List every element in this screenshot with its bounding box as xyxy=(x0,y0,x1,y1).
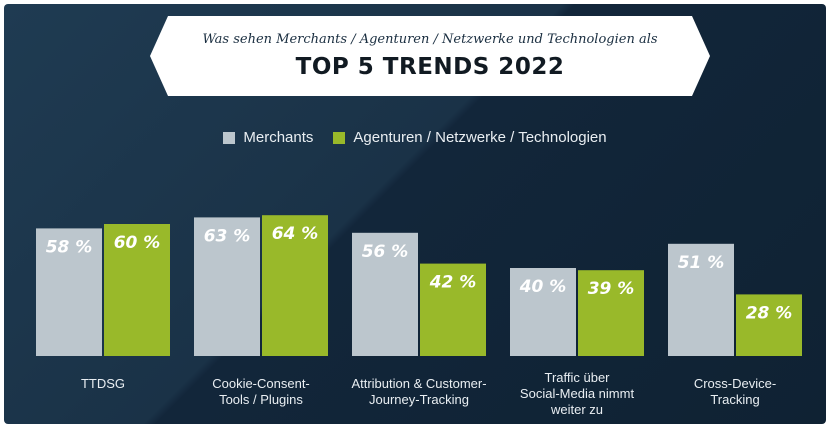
legend: Merchants Agenturen / Netzwerke / Techno… xyxy=(4,129,826,146)
bar-merchants-3 xyxy=(510,268,576,356)
legend-item-merchants: Merchants xyxy=(223,129,313,146)
bar-chart: 58 % 60 % 63 % 64 % 56 % 42 % 40 % 39 % 51 % 28 % xyxy=(36,215,802,356)
bar-merchants-1 xyxy=(194,217,260,356)
bar-agencies-4 xyxy=(736,294,802,356)
category-label-3: Traffic über Social-Media nimmt weiter zu xyxy=(519,370,635,417)
bar-merchants-2 xyxy=(352,232,418,356)
bar-value-label-agencies-4: 28 % xyxy=(746,303,793,323)
legend-label-merchants: Merchants xyxy=(243,129,314,146)
legend-swatch-merchants xyxy=(223,131,236,144)
category-label-2: Attribution & Customer- Journey-Tracking xyxy=(351,376,487,407)
bar-agencies-1 xyxy=(262,215,328,356)
legend-item-agencies: Agenturen / Netzwerke / Technologien xyxy=(333,129,607,146)
bar-value-label-agencies-1: 64 % xyxy=(272,224,319,244)
bar-value-label-merchants-3: 40 % xyxy=(519,277,567,297)
bar-agencies-2 xyxy=(420,263,486,356)
legend-swatch-agencies xyxy=(333,131,346,144)
category-label-1: Cookie-Consent- Tools / Plugins xyxy=(212,376,310,407)
bar-merchants-4 xyxy=(668,243,734,356)
bar-value-label-merchants-1: 63 % xyxy=(204,226,251,246)
bar-value-label-agencies-2: 42 % xyxy=(429,273,477,293)
legend-label-agencies: Agenturen / Netzwerke / Technologien xyxy=(353,129,607,146)
bar-merchants-0 xyxy=(36,228,102,356)
bar-value-label-agencies-0: 60 % xyxy=(114,233,161,253)
bar-value-label-agencies-3: 39 % xyxy=(588,279,635,299)
banner-shape xyxy=(150,16,710,96)
category-label-0: TTDSG xyxy=(80,376,126,391)
bar-value-label-merchants-2: 56 % xyxy=(362,242,409,262)
chart-subtitle: Was sehen Merchants / Agenturen / Netzwe… xyxy=(202,32,658,47)
bar-agencies-3 xyxy=(578,270,644,356)
bar-value-label-merchants-0: 58 % xyxy=(46,237,93,257)
bar-value-label-merchants-4: 51 % xyxy=(678,253,725,273)
chart-stage: Was sehen Merchants / Agenturen / Netzwe… xyxy=(4,4,826,424)
bar-agencies-0 xyxy=(104,224,170,356)
chart-title: TOP 5 TRENDS 2022 xyxy=(295,54,565,80)
title-banner: Was sehen Merchants / Agenturen / Netzwe… xyxy=(150,16,710,96)
category-label-4: Cross-Device- Tracking xyxy=(693,376,777,407)
